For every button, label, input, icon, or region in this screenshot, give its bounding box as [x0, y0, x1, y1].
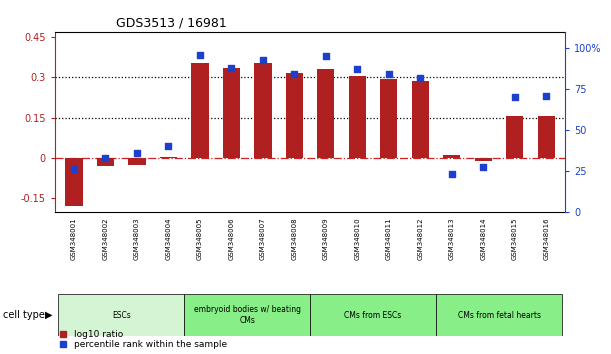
Bar — [184, 294, 310, 336]
Bar — [380, 79, 398, 158]
Bar — [412, 81, 429, 158]
Text: CMs from fetal hearts: CMs from fetal hearts — [458, 310, 541, 320]
Text: GDS3513 / 16981: GDS3513 / 16981 — [116, 16, 227, 29]
Bar — [97, 158, 114, 166]
Point — [258, 57, 268, 62]
Bar — [506, 116, 524, 158]
Point — [353, 67, 362, 72]
Text: cell type: cell type — [3, 310, 45, 320]
Point — [69, 166, 79, 172]
Bar — [65, 158, 82, 206]
Bar — [191, 63, 208, 158]
Bar — [349, 76, 366, 158]
Point — [164, 143, 174, 149]
Text: ESCs: ESCs — [112, 310, 131, 320]
Point — [321, 53, 331, 59]
Point — [290, 72, 299, 77]
Point — [195, 52, 205, 58]
Point — [227, 65, 236, 71]
Bar — [436, 294, 562, 336]
Text: embryoid bodies w/ beating
CMs: embryoid bodies w/ beating CMs — [194, 306, 301, 325]
Bar — [317, 69, 334, 158]
Bar — [128, 158, 145, 165]
Point — [415, 75, 425, 80]
Bar — [443, 155, 461, 158]
Bar — [286, 73, 303, 158]
Point — [384, 72, 393, 77]
Point — [100, 155, 110, 160]
Bar — [310, 294, 436, 336]
Point — [478, 165, 488, 170]
Bar — [58, 294, 184, 336]
Bar — [159, 156, 177, 158]
Text: CMs from ESCs: CMs from ESCs — [345, 310, 401, 320]
Bar — [254, 63, 271, 158]
Point — [541, 93, 551, 98]
Bar — [538, 116, 555, 158]
Point — [132, 150, 142, 156]
Bar — [222, 68, 240, 158]
Text: ▶: ▶ — [45, 310, 52, 320]
Point — [510, 95, 520, 100]
Bar — [475, 158, 492, 161]
Legend: log10 ratio, percentile rank within the sample: log10 ratio, percentile rank within the … — [59, 330, 227, 349]
Point — [447, 171, 456, 177]
